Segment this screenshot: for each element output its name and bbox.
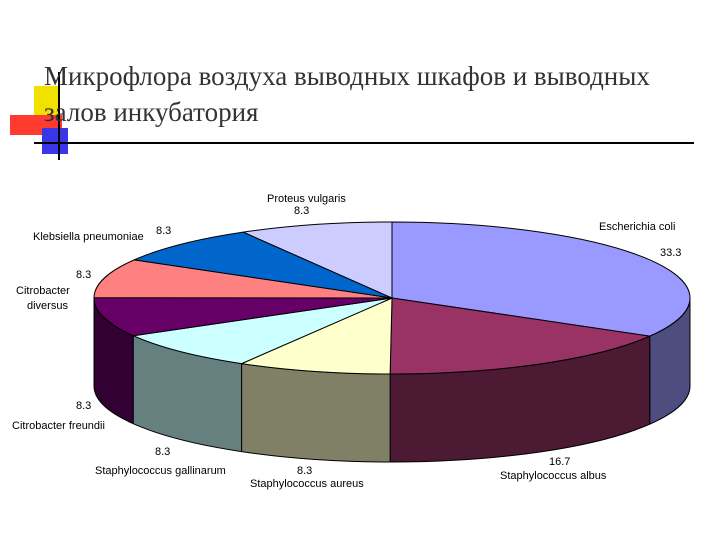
- slice-proteus-vulgaris: [242, 221, 393, 299]
- slice-label-staphylococcus-albus: Staphylococcus albus: [500, 470, 607, 482]
- slice-label-citrobacter-diversus: Citrobacter diversus: [16, 285, 73, 312]
- slice-staphylococcus-aureus: [241, 297, 393, 375]
- slice-value-staphylococcus-aureus: 8.3: [297, 465, 312, 477]
- decor-blue-square: [42, 128, 68, 154]
- slice-value-escherichia-coli: 33.3: [660, 247, 681, 259]
- slice-value-citrobacter-diversus: 8.3: [76, 269, 91, 281]
- slice-value-staphylococcus-albus: 16.7: [549, 456, 570, 468]
- decor-yellow-square: [34, 86, 60, 116]
- slice-label-proteus-vulgaris: Proteus vulgaris: [267, 193, 346, 205]
- slice-escherichia-coli: [391, 221, 691, 337]
- slice-label-citrobacter-diversus-line1: Citrobacter: [16, 285, 70, 297]
- slice-staphylococcus-gallinarum: [132, 297, 393, 365]
- slice-staphylococcus-albus: [389, 297, 651, 375]
- slice-label-staphylococcus-gallinarum: Staphylococcus gallinarum: [95, 465, 226, 477]
- slice-label-citrobacter-diversus-line2: diversus: [27, 300, 68, 312]
- slice-label-klebsiella-pneumoniae: Klebsiella pneumoniae: [33, 231, 144, 243]
- slice-value-proteus-vulgaris: 8.3: [294, 205, 309, 217]
- slice-value-citrobacter-freundii: 8.3: [76, 400, 91, 412]
- slice-value-klebsiella-pneumoniae: 8.3: [156, 225, 171, 237]
- decor-vertical-line: [58, 72, 60, 160]
- slice-label-citrobacter-freundii: Citrobacter freundii: [12, 420, 105, 432]
- slice-label-staphylococcus-aureus: Staphylococcus aureus: [250, 478, 364, 490]
- title-underline: [34, 142, 694, 144]
- slice-citrobacter-diversus: [93, 259, 393, 299]
- slice-citrobacter-freundii: [93, 297, 393, 337]
- slide-title: Микрофлора воздуха выводных шкафов и выв…: [44, 61, 650, 127]
- slice-value-staphylococcus-gallinarum: 8.3: [155, 446, 170, 458]
- slice-side-staphylococcus-aureus: [241, 363, 391, 463]
- slice-klebsiella-pneumoniae: [133, 231, 393, 299]
- slice-label-escherichia-coli: Escherichia coli: [599, 221, 675, 233]
